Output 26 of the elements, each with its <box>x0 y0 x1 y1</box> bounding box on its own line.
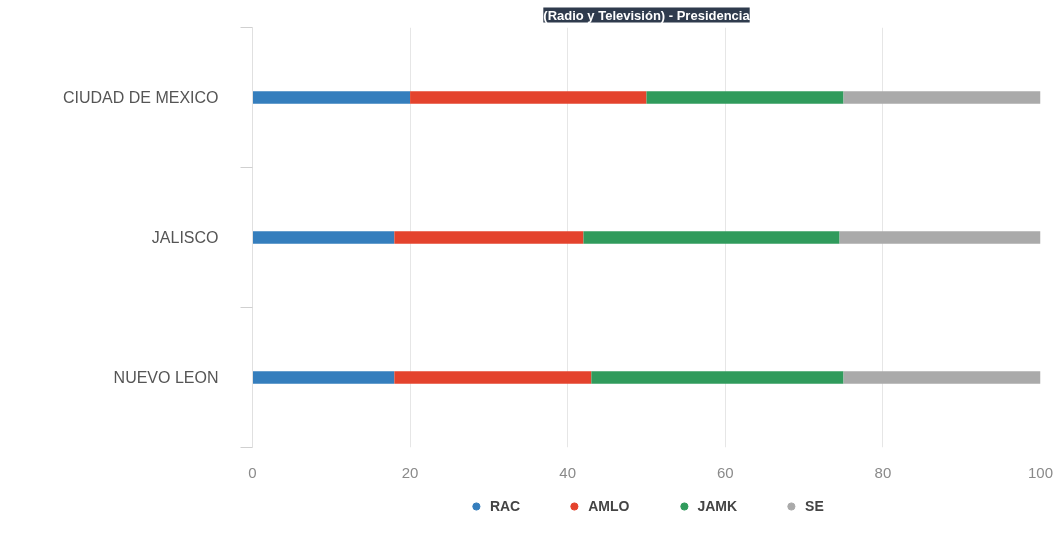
bar <box>394 371 592 384</box>
x-tick-label: 40 <box>559 463 577 481</box>
bar <box>583 231 840 244</box>
bar <box>646 91 844 104</box>
bar <box>839 231 1041 244</box>
bar <box>410 91 647 104</box>
legend-label: AMLO <box>588 498 630 514</box>
chart-title: (Radio y Televisión) - Presidencia <box>543 7 751 23</box>
bar <box>843 371 1041 384</box>
x-tick-label: 80 <box>874 463 892 481</box>
bar <box>252 371 395 384</box>
bar <box>394 231 584 244</box>
legend-label: SE <box>805 498 825 514</box>
y-tick-label: NUEVO LEON <box>113 369 219 386</box>
bar <box>252 91 411 104</box>
x-tick-label: 100 <box>1027 463 1054 481</box>
legend-label: JAMK <box>697 498 738 514</box>
x-tick-label: 60 <box>716 463 734 481</box>
y-tick-label: JALISCO <box>151 229 219 246</box>
bar <box>843 91 1041 104</box>
bar <box>252 231 395 244</box>
x-tick-label: 0 <box>248 463 257 481</box>
legend-label: RAC <box>489 498 521 514</box>
x-tick-label: 20 <box>401 463 419 481</box>
bar <box>591 371 844 384</box>
y-tick-label: CIUDAD DE MEXICO <box>62 89 219 106</box>
